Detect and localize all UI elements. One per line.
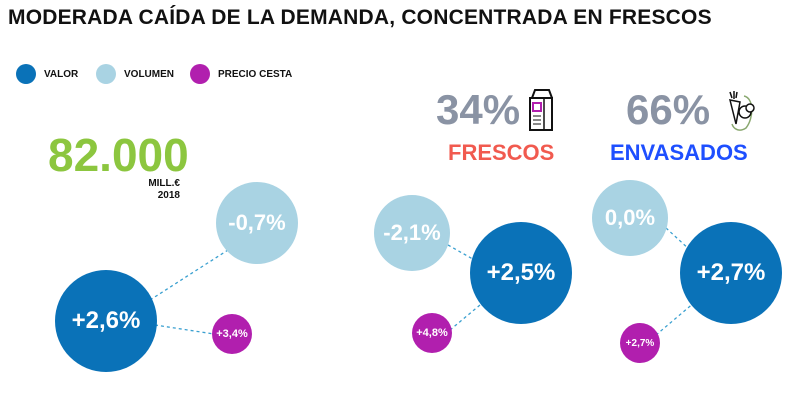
total-year: 2018	[157, 190, 180, 201]
legend-label: VALOR	[44, 68, 79, 80]
total-unit: MILL.€	[148, 178, 180, 189]
total-value: 82.000	[48, 129, 189, 181]
frescos-volumen-bubble: -2,1%	[374, 195, 450, 271]
frescos-label: FRESCOS	[448, 140, 555, 165]
legend-volumen: VOLUMEN	[96, 64, 174, 84]
milk-carton-icon	[529, 89, 553, 131]
legend-precio: PRECIO CESTA	[190, 64, 292, 84]
envasados-precio-bubble: +2,7%	[620, 323, 660, 363]
connector-line	[655, 301, 696, 336]
frescos-precio-bubble: +4,8%	[412, 313, 452, 353]
envasados-share: 66%	[626, 86, 711, 133]
legend-label: VOLUMEN	[124, 68, 174, 80]
connector-line	[449, 304, 481, 331]
total-volumen-bubble: -0,7%	[216, 182, 298, 264]
frescos-valor-bubble: +2,5%	[470, 222, 572, 324]
vegetables-icon	[728, 91, 755, 131]
envasados-valor-bubble: +2,7%	[680, 222, 782, 324]
connector-line	[154, 324, 215, 335]
legend-label: PRECIO CESTA	[218, 68, 293, 80]
valor-dot-icon	[16, 64, 36, 84]
total-precio-bubble: +3,4%	[212, 314, 252, 354]
envasados-volumen-bubble: 0,0%	[592, 180, 668, 256]
frescos-share: 34%	[436, 86, 521, 133]
total-caption: MILL.€ 2018	[120, 178, 180, 202]
connector-line	[149, 249, 229, 301]
legend-valor: VALOR	[16, 64, 78, 84]
total-valor-bubble: +2,6%	[55, 270, 157, 372]
precio-dot-icon	[190, 64, 210, 84]
page-title: MODERADA CAÍDA DE LA DEMANDA, CONCENTRAD…	[8, 6, 712, 29]
envasados-label: ENVASADOS	[610, 140, 748, 165]
volumen-dot-icon	[96, 64, 116, 84]
